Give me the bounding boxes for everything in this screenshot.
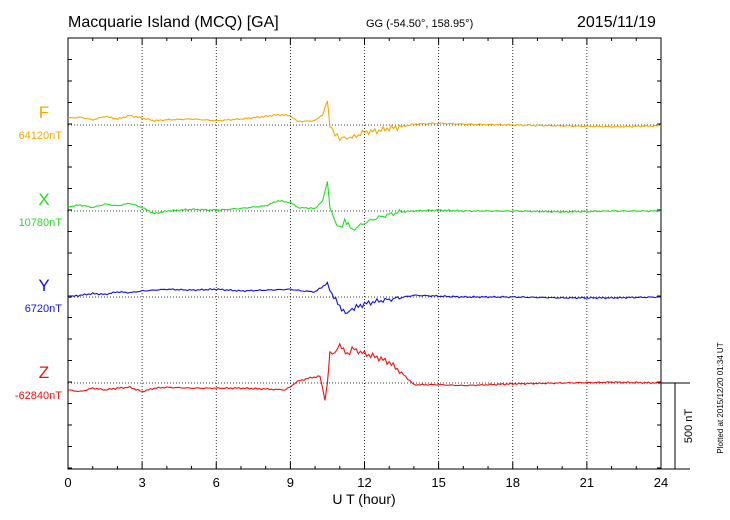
series-lines [67,100,662,401]
series-labels: F 64120nT X 10780nT Y 6720nT Z -62840nT [15,103,62,402]
series-line-f [67,100,662,142]
x-axis-label: U T (hour) [332,491,395,507]
station-coords: GG (-54.50°, 158.95°) [366,18,473,30]
grid-lines [141,38,588,469]
scale-bar-label: 500 nT [683,409,695,444]
x-tick-label: 9 [287,475,294,490]
series-line-z [67,342,662,401]
series-baseline-y: 6720nT [25,303,63,315]
series-name-x: X [38,190,49,209]
plotted-note: Plotted at 2015/12/20 01:34 UT [716,342,725,453]
series-name-y: Y [38,276,49,295]
x-tick-label: 12 [357,475,371,490]
x-tick-label: 15 [431,475,445,490]
axis-ticks: 0 3 6 9 12 15 18 21 24 [64,37,668,490]
series-name-z: Z [39,363,49,382]
series-name-f: F [39,103,49,122]
series-line-x [67,181,662,232]
x-tick-label: 6 [213,475,220,490]
station-title: Macquarie Island (MCQ) [GA] [68,14,279,31]
series-line-y [67,281,662,315]
series-baseline-f: 64120nT [19,130,63,142]
x-tick-label: 0 [64,475,71,490]
x-tick-label: 18 [506,475,520,490]
series-baseline-z: -62840nT [15,390,62,402]
x-tick-label: 3 [139,475,146,490]
chart-date: 2015/11/19 [577,14,656,31]
scale-bar: 500 nT [661,382,695,470]
x-tick-label: 24 [654,475,668,490]
x-tick-label: 21 [580,475,594,490]
series-baseline-x: 10780nT [19,217,63,229]
